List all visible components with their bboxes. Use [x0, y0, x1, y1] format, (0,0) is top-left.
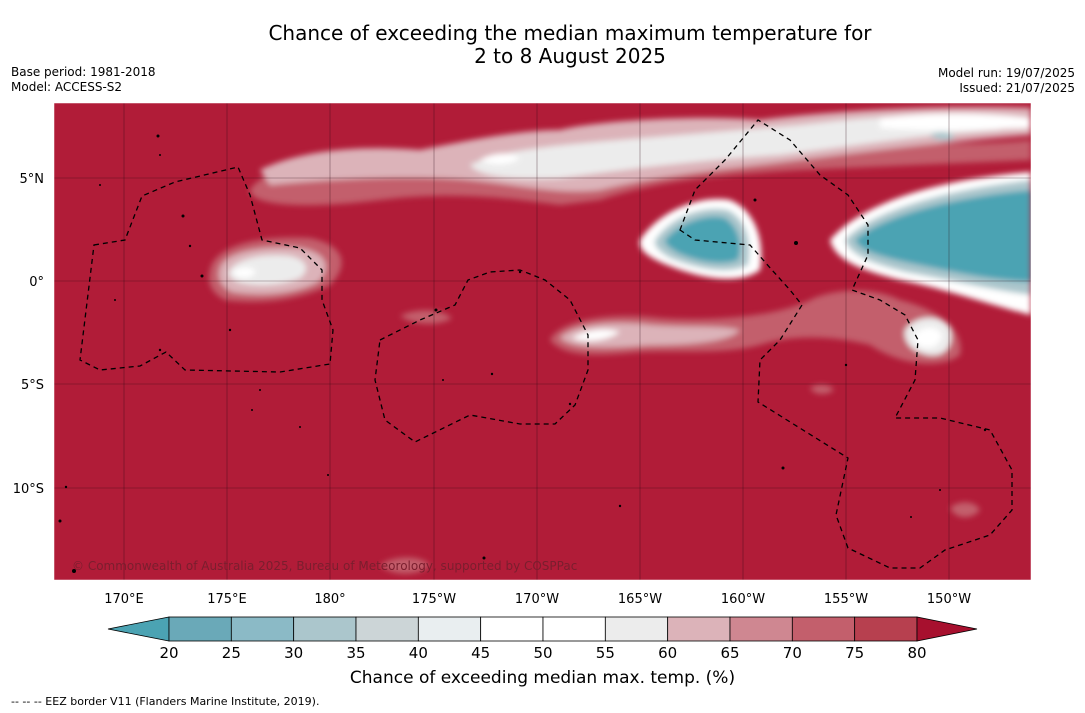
colorbar-segment: [542, 616, 606, 642]
lon-tick-label: 175°W: [412, 592, 456, 607]
colorbar-segment: [729, 616, 793, 642]
colorbar-above-extension: [916, 616, 978, 642]
colorbar-segment: [417, 616, 482, 642]
eez-footnote: -- -- -- EEZ border V11 (Flanders Marine…: [11, 695, 320, 708]
copyright-notice: © Commonwealth of Australia 2025, Bureau…: [72, 559, 577, 573]
western-light-patch: [208, 237, 342, 302]
colorbar-below-extension: [107, 616, 170, 642]
colorbar-segment: [480, 616, 544, 642]
issued-date: Issued: 21/07/2025: [959, 81, 1075, 95]
lon-tick-label: 165°W: [618, 592, 662, 607]
colorbar-segment: [355, 616, 419, 642]
lat-tick-label: 0°: [29, 275, 44, 290]
longitude-labels: 170°E 175°E 180° 175°W 170°W 165°W 160°W 155°W 1…: [104, 592, 971, 607]
lon-tick-label: 170°W: [515, 592, 559, 607]
graticule: [54, 103, 1031, 580]
map-area: © Commonwealth of Australia 2025, Bureau…: [54, 103, 1031, 580]
lon-tick-label: 180°: [314, 592, 345, 607]
eez-border-kiribati-gilbert: [79, 166, 334, 373]
central-cold-anomaly: [639, 199, 762, 279]
eez-border-kiribati-line: [679, 119, 1013, 569]
islands: [58, 134, 987, 573]
colorbar-tick-label: 35: [346, 644, 365, 662]
lon-tick-label: 170°E: [104, 592, 144, 607]
colorbar-tick-label: 50: [533, 644, 552, 662]
map-title: Chance of exceeding the median maximum t…: [0, 22, 1085, 68]
lon-tick-label: 155°W: [824, 592, 868, 607]
colorbar-tick-label: 30: [284, 644, 303, 662]
base-period: Base period: 1981-2018: [11, 65, 156, 79]
colorbar-tick-label: 60: [658, 644, 677, 662]
southern-light-patches: [380, 290, 980, 574]
colorbar-tick-label: 45: [471, 644, 490, 662]
colorbar-segment: [293, 616, 357, 642]
eez-borders: [79, 119, 1013, 569]
colorbar-segment: [667, 616, 731, 642]
lon-tick-label: 175°E: [207, 592, 247, 607]
colorbar-tick-label: 75: [845, 644, 864, 662]
colorbar-segment: [168, 616, 232, 642]
lat-tick-label: 5°S: [21, 378, 44, 393]
title-line-1: Chance of exceeding the median maximum t…: [268, 21, 872, 45]
colorbar-tick-label: 25: [222, 644, 241, 662]
colorbar-tick-label: 20: [159, 644, 178, 662]
colorbar-tick-label: 55: [596, 644, 615, 662]
colorbar-tick-label: 40: [409, 644, 428, 662]
meta-right: Model run: 19/07/2025 Issued: 21/07/2025: [938, 66, 1075, 96]
map-frame: [53, 102, 1032, 581]
lat-tick-label: 10°S: [13, 482, 44, 497]
model-name: Model: ACCESS-S2: [11, 80, 123, 94]
meta-left: Base period: 1981-2018 Model: ACCESS-S2: [11, 65, 156, 95]
model-run: Model run: 19/07/2025: [937, 66, 1075, 80]
colorbar-tick-label: 80: [907, 644, 926, 662]
lon-tick-label: 150°W: [927, 592, 971, 607]
colorbar-tick-label: 70: [783, 644, 802, 662]
lat-tick-label: 5°N: [20, 172, 45, 187]
colorbar-tick-label: 65: [720, 644, 739, 662]
eastern-cold-anomaly: [830, 172, 1031, 315]
colorbar-segment: [604, 616, 669, 642]
latitude-labels: 5°N 0° 5°S 10°S: [13, 172, 44, 497]
title-line-2: 2 to 8 August 2025: [474, 44, 666, 68]
colorbar-segment: [854, 616, 918, 642]
lon-tick-label: 160°W: [721, 592, 765, 607]
colorbar: 20 25 30 35 40 45 50 55 60 65 70 75 80: [107, 616, 978, 662]
colorbar-title: Chance of exceeding median max. temp. (%…: [349, 668, 736, 688]
eez-border-kiribati-phoenix: [374, 269, 589, 443]
colorbar-segment: [230, 616, 295, 642]
colorbar-segment: [791, 616, 856, 642]
